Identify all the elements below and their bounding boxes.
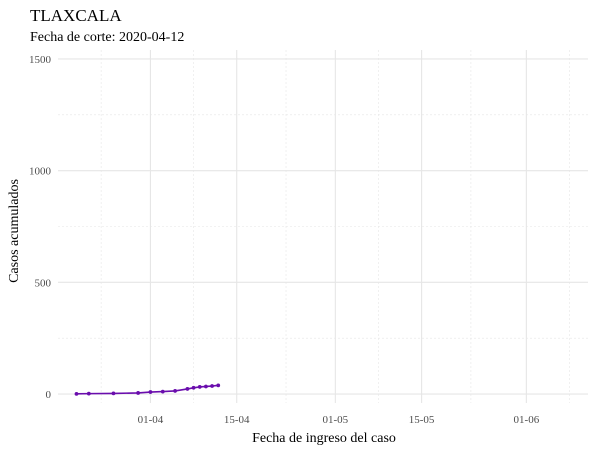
data-point <box>197 385 202 389</box>
y-tick-label: 0 <box>46 389 52 401</box>
y-axis-title: Casos acumulados <box>7 179 22 283</box>
x-tick-label: 01-06 <box>514 414 540 426</box>
chart-subtitle: Fecha de corte: 2020-04-12 <box>30 30 184 45</box>
grid <box>58 50 588 403</box>
data-point <box>185 387 190 391</box>
x-tick-label: 01-05 <box>322 414 348 426</box>
x-tick-label: 15-04 <box>224 414 250 426</box>
data-point <box>136 391 141 395</box>
data-point <box>191 385 196 390</box>
plot-area <box>74 383 221 396</box>
y-tick-label: 1000 <box>29 166 52 178</box>
data-point <box>173 389 177 393</box>
series-line <box>76 384 219 395</box>
chart-title: TLAXCALA <box>30 6 122 25</box>
data-point <box>86 391 91 396</box>
x-tick-label: 01-04 <box>138 414 164 426</box>
y-tick-label: 1500 <box>29 54 52 66</box>
x-tick-label: 15-05 <box>409 414 435 426</box>
data-point <box>216 383 221 388</box>
x-axis-title: Fecha de ingreso del caso <box>252 431 396 446</box>
y-axis: 0 500 1000 1500 <box>29 54 52 401</box>
data-point <box>148 390 153 394</box>
x-axis: 01-04 15-04 01-05 15-05 01-06 <box>138 414 540 426</box>
y-tick-label: 500 <box>35 277 52 289</box>
data-point <box>111 391 116 396</box>
data-point <box>160 389 165 394</box>
data-point <box>204 384 208 389</box>
data-point <box>74 391 79 396</box>
data-point <box>210 384 214 388</box>
